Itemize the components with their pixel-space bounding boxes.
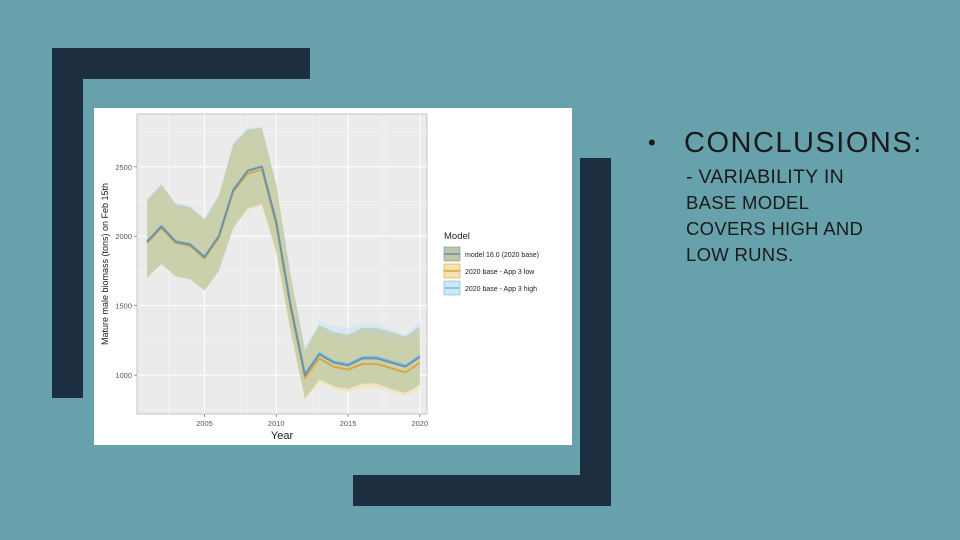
legend-label: 2020 base - App 3 low — [465, 269, 535, 276]
x-tick-label: 2020 — [411, 419, 428, 428]
y-tick-label: 1000 — [115, 371, 132, 380]
legend-label: 2020 base - App 3 high — [465, 286, 537, 293]
x-tick-label: 2015 — [340, 419, 357, 428]
x-tick-label: 2005 — [196, 419, 213, 428]
biomass-line-chart: 1000 1500 2000 2500 2005 2010 2015 2020 Year Ma… — [100, 113, 539, 442]
y-tick-label: 2500 — [115, 163, 132, 172]
conclusions-panel: • CONCLUSIONS: - VARIABILITY IN BASE MOD… — [648, 124, 948, 268]
bullet-row: • CONCLUSIONS: — [648, 124, 948, 162]
legend-label: model 16.0 (2020 base) — [465, 252, 539, 259]
y-axis-label: Mature male biomass (tons) on Feb 15th — [100, 183, 110, 345]
chart-legend: Model model 16.0 (2020 base) 2020 base - … — [443, 231, 539, 296]
x-axis-label: Year — [271, 430, 294, 442]
y-tick-label: 2000 — [115, 232, 132, 241]
y-tick-label: 1500 — [115, 302, 132, 311]
axis-tick-labels: 1000 1500 2000 2500 2005 2010 2015 2020 — [115, 163, 428, 428]
conclusions-heading: CONCLUSIONS: — [684, 127, 923, 159]
conclusion-line-3: COVERS HIGH AND — [686, 218, 864, 239]
x-tick-label: 2010 — [268, 419, 285, 428]
chart-card: 1000 1500 2000 2500 2005 2010 2015 2020 Year Ma… — [94, 108, 572, 445]
conclusion-line-4: LOW RUNS. — [686, 244, 794, 265]
legend-title: Model — [444, 231, 470, 242]
conclusion-line-2: BASE MODEL — [686, 192, 810, 213]
series-lines — [146, 165, 421, 379]
line-base — [146, 165, 421, 377]
frame-bottom-right — [353, 158, 611, 506]
conclusion-line-1: - VARIABILITY IN — [686, 166, 844, 188]
frame-top-left — [52, 48, 310, 398]
bullet-glyph: • — [648, 130, 656, 155]
